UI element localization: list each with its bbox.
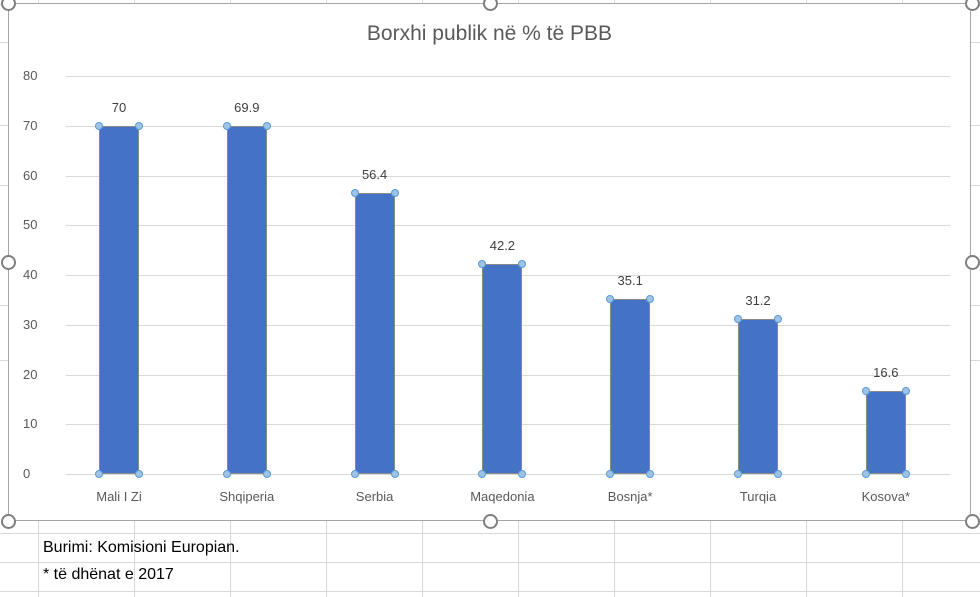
bar-selection-handle[interactable]	[646, 470, 655, 478]
chart-area[interactable]: Borxhi publik në % të PBB 0 10 20 30 40 50 60 7…	[8, 3, 971, 521]
gridline	[66, 76, 950, 77]
data-label[interactable]: 69.9	[234, 100, 260, 116]
bar[interactable]	[354, 193, 395, 474]
bar-selection-handle[interactable]	[901, 387, 910, 396]
x-axis-category-label: Maqedonia	[470, 489, 535, 504]
gridline	[66, 225, 950, 227]
y-axis-tick-label: 10	[23, 416, 38, 432]
x-axis-category-label: Turqia	[739, 489, 777, 504]
data-label[interactable]: 56.4	[361, 167, 388, 183]
data-label[interactable]: 42.2	[489, 238, 516, 254]
y-axis-tick-label: 50	[23, 217, 38, 233]
bar-selection-handle[interactable]	[222, 122, 231, 131]
x-axis-category-label: Kosova*	[861, 489, 910, 504]
bar-selection-handle[interactable]	[518, 260, 527, 269]
x-axis-category-label: Bosnja*	[607, 489, 653, 504]
bar-selection-handle[interactable]	[774, 470, 782, 478]
bar[interactable]	[738, 318, 778, 474]
chart-title[interactable]: Borxhi publik në % të PBB	[366, 22, 613, 45]
bar-selection-handle[interactable]	[901, 470, 910, 478]
y-axis-tick-label: 80	[23, 68, 38, 83]
bar-selection-handle[interactable]	[95, 121, 103, 130]
x-axis-category-label: Serbia	[355, 489, 394, 504]
bar-selection-handle[interactable]	[262, 122, 271, 131]
resize-handle-top-left[interactable]	[1, 0, 16, 11]
bar-selection-handle[interactable]	[350, 189, 359, 198]
bar[interactable]	[226, 126, 267, 474]
bar-selection-handle[interactable]	[606, 470, 615, 478]
data-label[interactable]: 70	[111, 99, 127, 115]
bar-selection-handle[interactable]	[734, 314, 742, 323]
bar-selection-handle[interactable]	[646, 295, 655, 304]
bar-selection-handle[interactable]	[734, 470, 742, 478]
gridline	[66, 175, 950, 177]
footnote-cell[interactable]: * të dhënat e 2017	[43, 566, 174, 583]
resize-handle-top-right[interactable]	[965, 0, 980, 11]
bar-selection-handle[interactable]	[222, 470, 231, 478]
bar-selection-handle[interactable]	[478, 260, 487, 269]
resize-handle-bottom[interactable]	[483, 514, 498, 529]
bar[interactable]	[610, 299, 651, 474]
data-label[interactable]: 16.6	[873, 365, 899, 381]
bar-selection-handle[interactable]	[350, 470, 359, 478]
resize-handle-left[interactable]	[1, 255, 16, 270]
bar-selection-handle[interactable]	[478, 470, 487, 478]
bar-selection-handle[interactable]	[861, 387, 870, 396]
x-axis-category-label: Shqiperia	[219, 489, 275, 504]
bar-selection-handle[interactable]	[135, 470, 143, 478]
bar[interactable]	[482, 264, 523, 474]
y-axis-tick-label: 30	[23, 316, 38, 332]
bar-selection-handle[interactable]	[390, 189, 399, 198]
bar-selection-handle[interactable]	[774, 314, 782, 323]
data-label[interactable]: 35.1	[617, 273, 643, 289]
data-label[interactable]: 31.2	[745, 292, 771, 308]
y-axis-tick-label: 40	[23, 267, 38, 282]
bar[interactable]	[99, 125, 139, 474]
source-note-cell[interactable]: Burimi: Komisioni Europian.	[43, 539, 240, 556]
resize-handle-top[interactable]	[483, 0, 498, 11]
y-axis-tick-label: 20	[23, 366, 38, 382]
y-axis-tick-label: 60	[23, 167, 38, 183]
bar-selection-handle[interactable]	[518, 470, 527, 478]
bar-selection-handle[interactable]	[262, 470, 271, 478]
y-axis-tick-label: 0	[23, 466, 31, 481]
bar-selection-handle[interactable]	[390, 470, 399, 478]
bar-selection-handle[interactable]	[135, 121, 143, 130]
bar[interactable]	[865, 391, 906, 474]
resize-handle-right[interactable]	[965, 255, 980, 270]
gridline	[66, 125, 950, 127]
resize-handle-bottom-right[interactable]	[965, 514, 980, 529]
gridline	[66, 474, 950, 475]
bar-selection-handle[interactable]	[95, 470, 103, 478]
bar-selection-handle[interactable]	[861, 470, 870, 478]
bar-selection-handle[interactable]	[606, 295, 615, 304]
resize-handle-bottom-left[interactable]	[1, 514, 16, 529]
y-axis-tick-label: 70	[23, 117, 38, 133]
x-axis-category-label: Mali I Zi	[96, 489, 142, 504]
